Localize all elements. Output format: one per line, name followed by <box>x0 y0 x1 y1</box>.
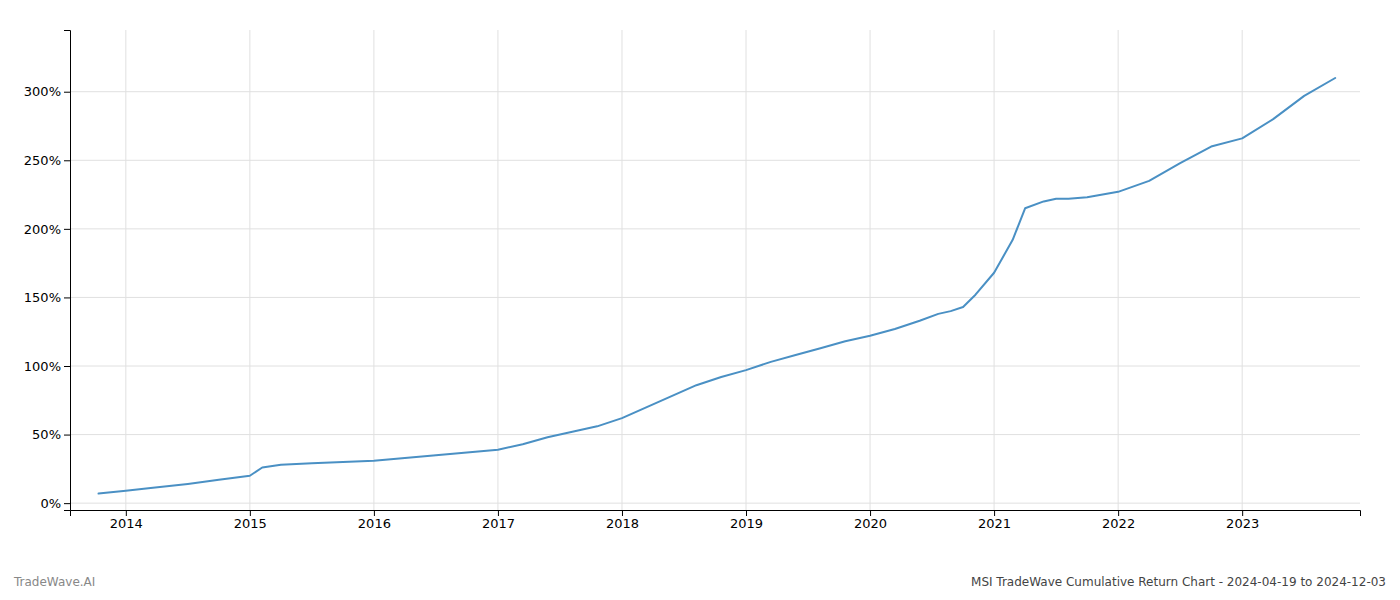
tick-mark <box>64 435 70 436</box>
tick-mark <box>64 503 70 504</box>
chart: 2014 2015 2016 2017 2018 2019 2020 2021 2022 2023… <box>0 0 1400 600</box>
line <box>99 78 1336 494</box>
tick-label: 50% <box>32 427 61 442</box>
grid-line <box>870 30 871 510</box>
tick: 200% <box>24 222 70 237</box>
tick-mark <box>64 160 70 161</box>
tick-mark <box>64 366 70 367</box>
grid-line <box>70 503 1360 504</box>
tick-mark <box>622 510 623 516</box>
tick-mark <box>1118 510 1119 516</box>
tick-label: 100% <box>24 359 61 374</box>
tick-mark <box>64 297 70 298</box>
tick: 2022 <box>1102 510 1135 531</box>
tick-mark <box>1242 510 1243 516</box>
tick-label: 2019 <box>730 516 763 531</box>
grid-line <box>249 30 250 510</box>
tick-mark <box>994 510 995 516</box>
grid-line <box>70 297 1360 298</box>
grid-line <box>994 30 995 510</box>
grid-line <box>1242 30 1243 510</box>
tick-label: 250% <box>24 153 61 168</box>
grid-line <box>497 30 498 510</box>
tick: 2021 <box>978 510 1011 531</box>
grid-line <box>70 434 1360 435</box>
tick: 100% <box>24 359 70 374</box>
tick-mark <box>498 510 499 516</box>
annotation: TradeWave.AI <box>13 575 95 589</box>
grid-line <box>70 160 1360 161</box>
tick: 2019 <box>730 510 763 531</box>
grid-line <box>1118 30 1119 510</box>
tick-label: 200% <box>24 222 61 237</box>
grid-line <box>70 91 1360 92</box>
tick: 50% <box>32 427 70 442</box>
tick: 2018 <box>606 510 639 531</box>
tick-mark <box>746 510 747 516</box>
plot-area: 2014 2015 2016 2017 2018 2019 2020 2021 2022 2023… <box>24 30 1361 531</box>
grid-line <box>373 30 374 510</box>
tick-mark <box>870 510 871 516</box>
x-axis: 2014 2015 2016 2017 2018 2019 2020 2021 2022 2023 <box>71 510 1361 531</box>
annotation: MSI TradeWave Cumulative Return Chart - … <box>971 575 1386 589</box>
tick: 0% <box>40 496 70 511</box>
tick: 2015 <box>234 510 267 531</box>
tick-mark <box>250 510 251 516</box>
tick-label: 2015 <box>234 516 267 531</box>
tick-mark <box>126 510 127 516</box>
tick: 2023 <box>1226 510 1259 531</box>
tick: 300% <box>24 84 70 99</box>
tick-label: 2020 <box>854 516 887 531</box>
tick-label: 2023 <box>1226 516 1259 531</box>
tick-mark <box>64 92 70 93</box>
tick: 2020 <box>854 510 887 531</box>
grid-line <box>70 228 1360 229</box>
y-axis: 0% 50% 100% 150% 200% 250% 300% <box>24 31 71 511</box>
grid-line <box>621 30 622 510</box>
tick-label: 2018 <box>606 516 639 531</box>
tick-label: 2014 <box>110 516 143 531</box>
tick: 2016 <box>358 510 391 531</box>
tick-mark <box>374 510 375 516</box>
tick-mark <box>64 229 70 230</box>
marks <box>99 78 1336 494</box>
grid <box>70 30 1360 510</box>
tick: 150% <box>24 290 70 305</box>
tick: 2014 <box>110 510 143 531</box>
tick-label: 300% <box>24 84 61 99</box>
tick-label: 2021 <box>978 516 1011 531</box>
tick-label: 2016 <box>358 516 391 531</box>
tick-label: 150% <box>24 290 61 305</box>
axis-line <box>64 31 71 511</box>
tick-label: 2022 <box>1102 516 1135 531</box>
axis-line <box>71 511 1361 517</box>
grid-line <box>746 30 747 510</box>
grid-line <box>125 30 126 510</box>
tick: 250% <box>24 153 70 168</box>
grid-line <box>70 366 1360 367</box>
tick-label: 0% <box>40 496 61 511</box>
tick: 2017 <box>482 510 515 531</box>
tick-label: 2017 <box>482 516 515 531</box>
